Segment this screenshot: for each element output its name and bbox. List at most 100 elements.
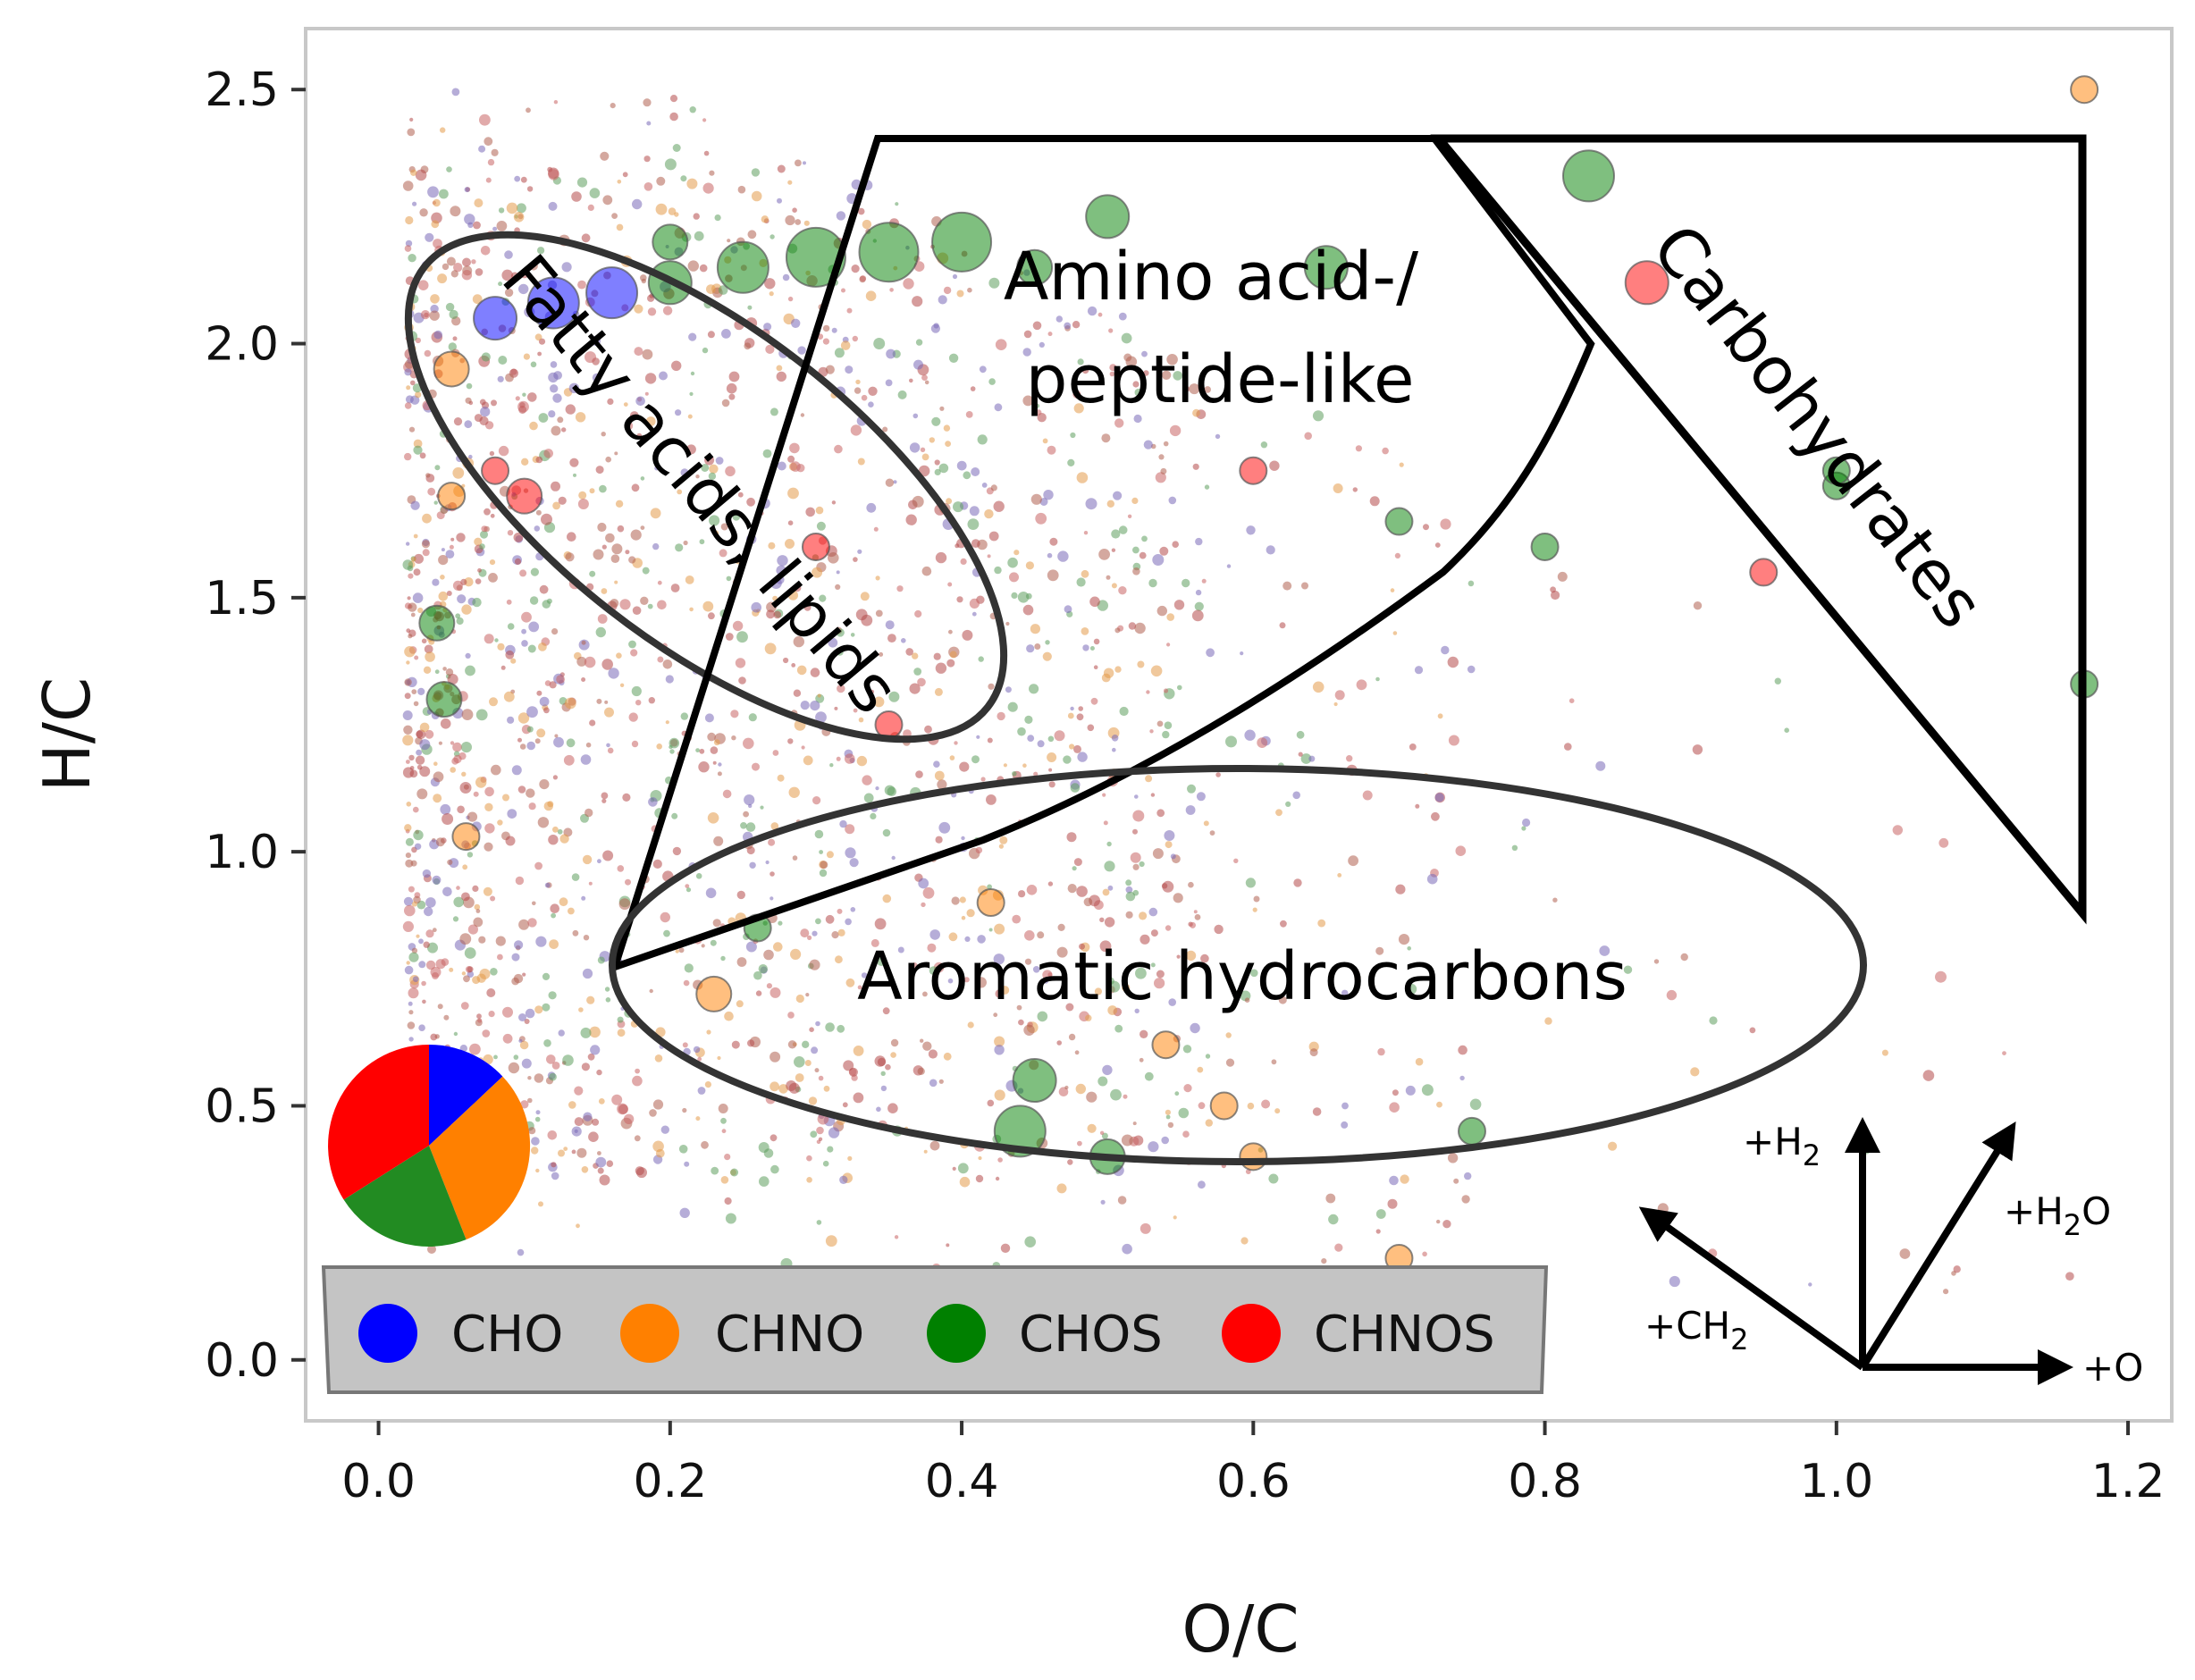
density-dot bbox=[1421, 1084, 1434, 1096]
density-dot bbox=[1101, 673, 1111, 683]
density-dot bbox=[683, 979, 690, 987]
density-dot bbox=[1156, 809, 1165, 818]
density-dot bbox=[810, 1130, 818, 1138]
density-dot bbox=[887, 1103, 898, 1113]
density-dot bbox=[1195, 537, 1203, 546]
density-dot bbox=[1521, 826, 1526, 831]
density-dot bbox=[952, 1166, 956, 1171]
density-dot bbox=[464, 214, 475, 225]
density-dot bbox=[1027, 735, 1035, 742]
density-dot bbox=[1168, 496, 1177, 505]
density-dot bbox=[452, 336, 458, 341]
density-dot bbox=[634, 1135, 641, 1142]
density-dot bbox=[1185, 950, 1197, 962]
density-dot bbox=[736, 1000, 744, 1008]
density-dot bbox=[1047, 735, 1055, 743]
density-dot bbox=[597, 522, 607, 533]
density-dot bbox=[617, 525, 625, 533]
density-dot bbox=[425, 897, 436, 908]
density-dot bbox=[473, 917, 484, 928]
density-dot bbox=[783, 657, 789, 664]
density-dot bbox=[805, 993, 810, 997]
density-dot bbox=[1185, 805, 1196, 815]
density-dot bbox=[462, 257, 471, 267]
density-dot bbox=[994, 1089, 1005, 1101]
density-dot bbox=[1141, 350, 1148, 357]
density-dot bbox=[455, 613, 461, 619]
density-dot bbox=[850, 907, 856, 912]
density-dot bbox=[1069, 743, 1075, 750]
density-dot bbox=[1172, 541, 1179, 548]
density-dot bbox=[587, 204, 594, 211]
density-dot bbox=[442, 667, 447, 671]
density-dot bbox=[558, 496, 567, 505]
density-dot bbox=[845, 978, 855, 987]
density-dot bbox=[1098, 312, 1103, 317]
legend-label-chos: CHOS bbox=[1019, 1306, 1163, 1364]
density-dot bbox=[429, 310, 440, 321]
density-dot bbox=[553, 100, 559, 105]
density-dot bbox=[981, 483, 988, 488]
density-dot bbox=[417, 607, 424, 614]
density-dot bbox=[778, 1084, 788, 1094]
density-dot bbox=[1938, 837, 1949, 848]
density-dot bbox=[770, 577, 782, 589]
density-dot bbox=[788, 786, 800, 798]
density-dot bbox=[531, 1137, 540, 1146]
density-dot bbox=[1163, 688, 1169, 693]
density-dot bbox=[966, 909, 975, 918]
density-dot bbox=[675, 949, 679, 953]
density-dot bbox=[1082, 644, 1089, 651]
density-dot bbox=[1431, 811, 1440, 821]
density-dot bbox=[650, 508, 661, 519]
density-dot bbox=[1156, 605, 1168, 617]
density-dot bbox=[1134, 388, 1143, 397]
density-dot bbox=[1252, 907, 1257, 912]
density-dot bbox=[747, 1039, 755, 1047]
density-dot bbox=[1389, 1102, 1400, 1113]
density-dot bbox=[1321, 1258, 1327, 1264]
density-dot bbox=[803, 220, 810, 226]
density-dot bbox=[1032, 966, 1040, 973]
density-dot bbox=[735, 658, 746, 668]
density-dot bbox=[1132, 828, 1138, 835]
density-dot bbox=[1448, 735, 1459, 746]
density-dot bbox=[1269, 460, 1280, 471]
scatter-point-chos bbox=[1562, 149, 1615, 203]
density-dot bbox=[561, 262, 572, 273]
density-dot bbox=[836, 628, 845, 637]
density-dot bbox=[709, 170, 715, 176]
density-dot bbox=[1089, 646, 1095, 651]
density-dot bbox=[969, 506, 980, 517]
density-dot bbox=[614, 451, 618, 456]
density-dot bbox=[543, 449, 553, 458]
density-dot bbox=[720, 955, 726, 962]
density-dot bbox=[825, 365, 835, 374]
density-dot bbox=[831, 931, 839, 939]
density-dot bbox=[1441, 645, 1450, 655]
density-dot bbox=[1226, 564, 1232, 568]
density-dot bbox=[649, 988, 653, 994]
density-dot bbox=[1018, 1019, 1024, 1026]
y-tick-label: 2.5 bbox=[205, 63, 279, 117]
density-dot bbox=[1077, 358, 1084, 365]
density-dot bbox=[521, 1058, 532, 1069]
aromatic-region-outline bbox=[609, 765, 1867, 1165]
density-dot bbox=[408, 1010, 414, 1015]
density-dot bbox=[453, 417, 463, 426]
density-dot bbox=[647, 603, 653, 609]
density-dot bbox=[695, 748, 700, 752]
density-dot bbox=[1063, 755, 1072, 764]
density-dot bbox=[743, 737, 754, 750]
density-dot bbox=[474, 537, 483, 546]
density-dot bbox=[961, 915, 966, 920]
density-dot bbox=[1467, 665, 1476, 674]
density-dot bbox=[1409, 743, 1417, 751]
density-dot bbox=[847, 1155, 853, 1161]
density-dot bbox=[1285, 801, 1291, 808]
density-dot bbox=[885, 620, 895, 630]
density-dot bbox=[406, 628, 411, 634]
density-dot bbox=[1093, 665, 1098, 669]
density-dot bbox=[1293, 878, 1302, 887]
density-dot bbox=[1161, 1136, 1169, 1145]
